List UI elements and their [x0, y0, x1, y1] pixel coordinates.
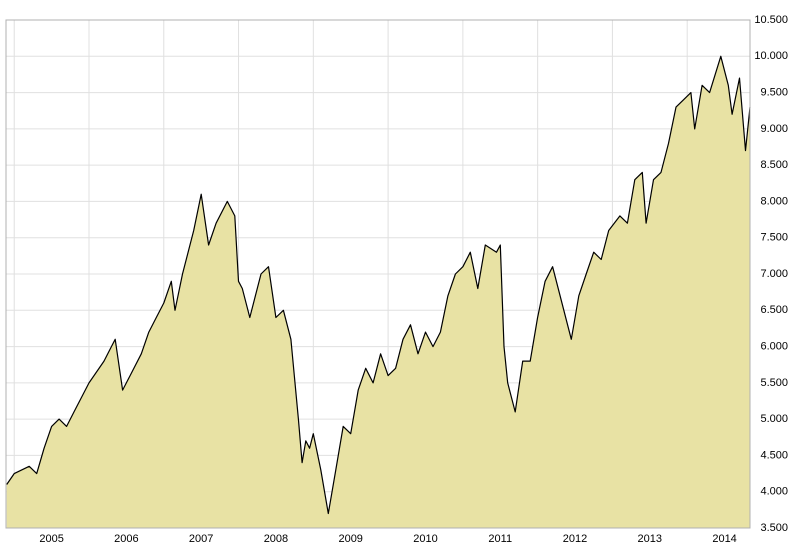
y-tick-label: 7.500 — [760, 232, 788, 244]
x-tick-label: 2013 — [638, 533, 662, 545]
x-tick-label: 2012 — [563, 533, 587, 545]
y-tick-label: 10.000 — [754, 50, 788, 62]
x-tick-label: 2007 — [189, 533, 213, 545]
y-tick-label: 7.000 — [760, 268, 788, 280]
y-tick-label: 5.000 — [760, 413, 788, 425]
y-tick-label: 6.000 — [760, 340, 788, 352]
y-tick-label: 9.000 — [760, 123, 788, 135]
area-line — [6, 55, 751, 515]
x-tick-label: 2014 — [712, 533, 736, 545]
y-tick-label: 4.000 — [760, 486, 788, 498]
x-tick-label: 2011 — [488, 533, 512, 545]
x-tick-label: 2005 — [39, 533, 63, 545]
y-tick-label: 6.500 — [760, 304, 788, 316]
area-fill — [6, 56, 750, 529]
y-tick-label: 10.500 — [754, 14, 788, 26]
x-tick-label: 2009 — [338, 533, 362, 545]
y-tick-label: 8.000 — [760, 195, 788, 207]
x-tick-label: 2006 — [114, 533, 138, 545]
y-tick-label: 8.500 — [760, 159, 788, 171]
x-tick-label: 2010 — [413, 533, 437, 545]
plot-border — [5, 19, 751, 529]
y-tick-label: 3.500 — [760, 522, 788, 534]
x-tick-label: 2008 — [264, 533, 288, 545]
y-tick-label: 5.500 — [760, 377, 788, 389]
y-tick-label: 4.500 — [760, 449, 788, 461]
y-tick-label: 9.500 — [760, 86, 788, 98]
